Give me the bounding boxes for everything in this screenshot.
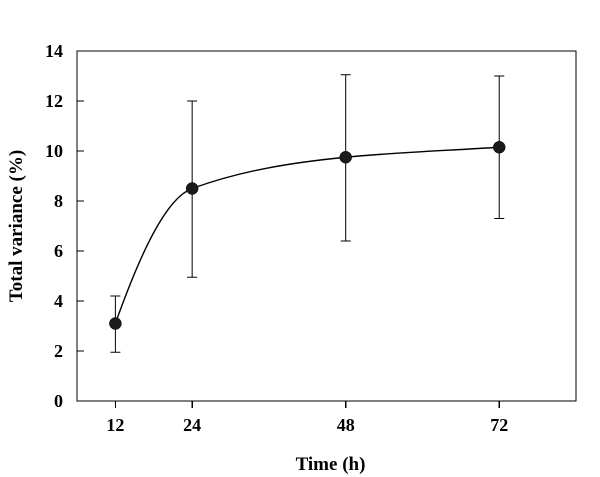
- x-axis-ticks: 12 24 48 72: [106, 401, 508, 435]
- error-bars: [110, 74, 505, 353]
- data-point: [185, 182, 199, 195]
- x-tick-label: 72: [490, 415, 508, 435]
- y-tick-label: 4: [54, 291, 63, 311]
- y-axis-title: Total variance (%): [6, 150, 27, 302]
- plot-frame: [76, 50, 577, 402]
- series-curve: [114, 146, 500, 324]
- data-point: [492, 141, 506, 154]
- y-tick-label: 2: [54, 341, 63, 361]
- x-tick-label: 48: [337, 415, 355, 435]
- y-tick-label: 14: [45, 41, 63, 61]
- y-tick-label: 6: [54, 241, 63, 261]
- x-tick-label: 12: [106, 415, 124, 435]
- data-point: [339, 151, 352, 164]
- y-tick-label: 10: [45, 141, 63, 161]
- y-axis-ticks: 0 2 4 6 8 10 12 14: [45, 41, 84, 411]
- data-point: [109, 317, 122, 330]
- x-axis-title: Time (h): [296, 454, 366, 475]
- data-points: [109, 141, 506, 330]
- y-tick-label: 12: [45, 91, 63, 111]
- y-tick-label: 8: [54, 191, 63, 211]
- x-tick-label: 24: [183, 415, 201, 435]
- y-tick-label: 0: [54, 391, 63, 411]
- plot-border: [76, 50, 577, 402]
